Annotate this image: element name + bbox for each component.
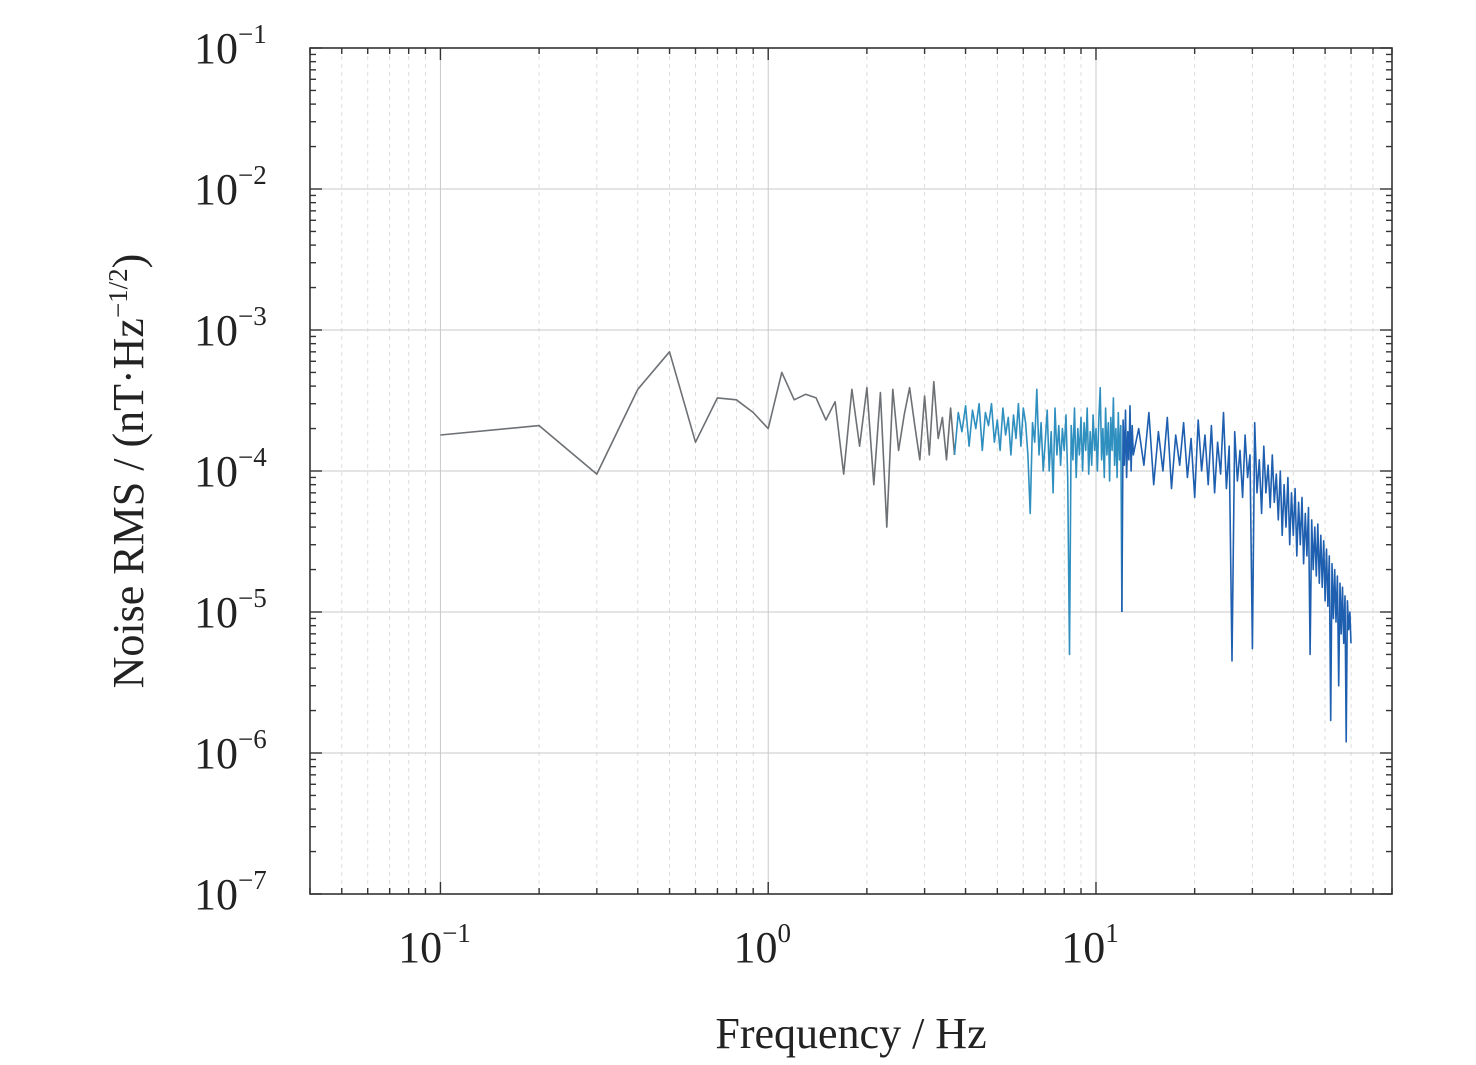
x-tick-label: 100	[733, 918, 791, 972]
plot-frame	[309, 47, 1393, 895]
series-layer	[440, 351, 1352, 743]
y-tick-label: 10−7	[194, 865, 267, 919]
y-tick-label: 10−1	[194, 19, 267, 73]
y-tick-labels: 10−110−210−310−410−510−610−7	[194, 19, 267, 919]
x-tick-label-exponent: 1	[1105, 918, 1119, 948]
y-axis-title-main: Noise RMS / (nT·Hz	[104, 318, 153, 688]
y-tick-label-base: 10	[194, 447, 238, 496]
x-tick-label-base: 10	[1061, 923, 1105, 972]
y-tick-label-exponent: −1	[238, 19, 267, 49]
x-tick-label: 101	[1061, 918, 1119, 972]
x-tick-label-exponent: 0	[777, 918, 791, 948]
x-tick-label-base: 10	[398, 923, 442, 972]
y-tick-label: 10−3	[194, 301, 267, 355]
y-axis-title-exponent: −1/2	[103, 268, 133, 318]
y-tick-label-exponent: −7	[238, 865, 267, 895]
y-axis-title: Noise RMS / (nT·Hz−1/2)	[103, 254, 153, 689]
y-tick-label-exponent: −2	[238, 160, 267, 190]
y-axis-title-close: )	[104, 254, 153, 269]
y-tick-label-exponent: −4	[238, 442, 267, 472]
y-tick-label-base: 10	[194, 729, 238, 778]
noise-spectrum-line	[440, 351, 956, 528]
noise-spectrum-line	[953, 386, 1123, 656]
y-tick-label-base: 10	[194, 165, 238, 214]
y-tick-label: 10−5	[194, 583, 267, 637]
y-tick-label-base: 10	[194, 588, 238, 637]
y-tick-label: 10−4	[194, 442, 267, 496]
y-tick-label-base: 10	[194, 870, 238, 919]
x-tick-labels: 10−1 100 101	[398, 918, 1119, 972]
y-tick-label-exponent: −3	[238, 301, 267, 331]
y-tick-label-base: 10	[194, 24, 238, 73]
x-axis-title: Frequency / Hz	[715, 1009, 986, 1058]
y-tick-label-base: 10	[194, 306, 238, 355]
y-tick-label-exponent: −6	[238, 724, 267, 754]
y-tick-label: 10−6	[194, 724, 267, 778]
x-tick-label-base: 10	[733, 923, 777, 972]
noise-spectrum-line	[1121, 405, 1352, 743]
x-tick-label-exponent: −1	[442, 918, 471, 948]
y-tick-label: 10−2	[194, 160, 267, 214]
x-tick-label: 10−1	[398, 918, 471, 972]
y-tick-label-exponent: −5	[238, 583, 267, 613]
